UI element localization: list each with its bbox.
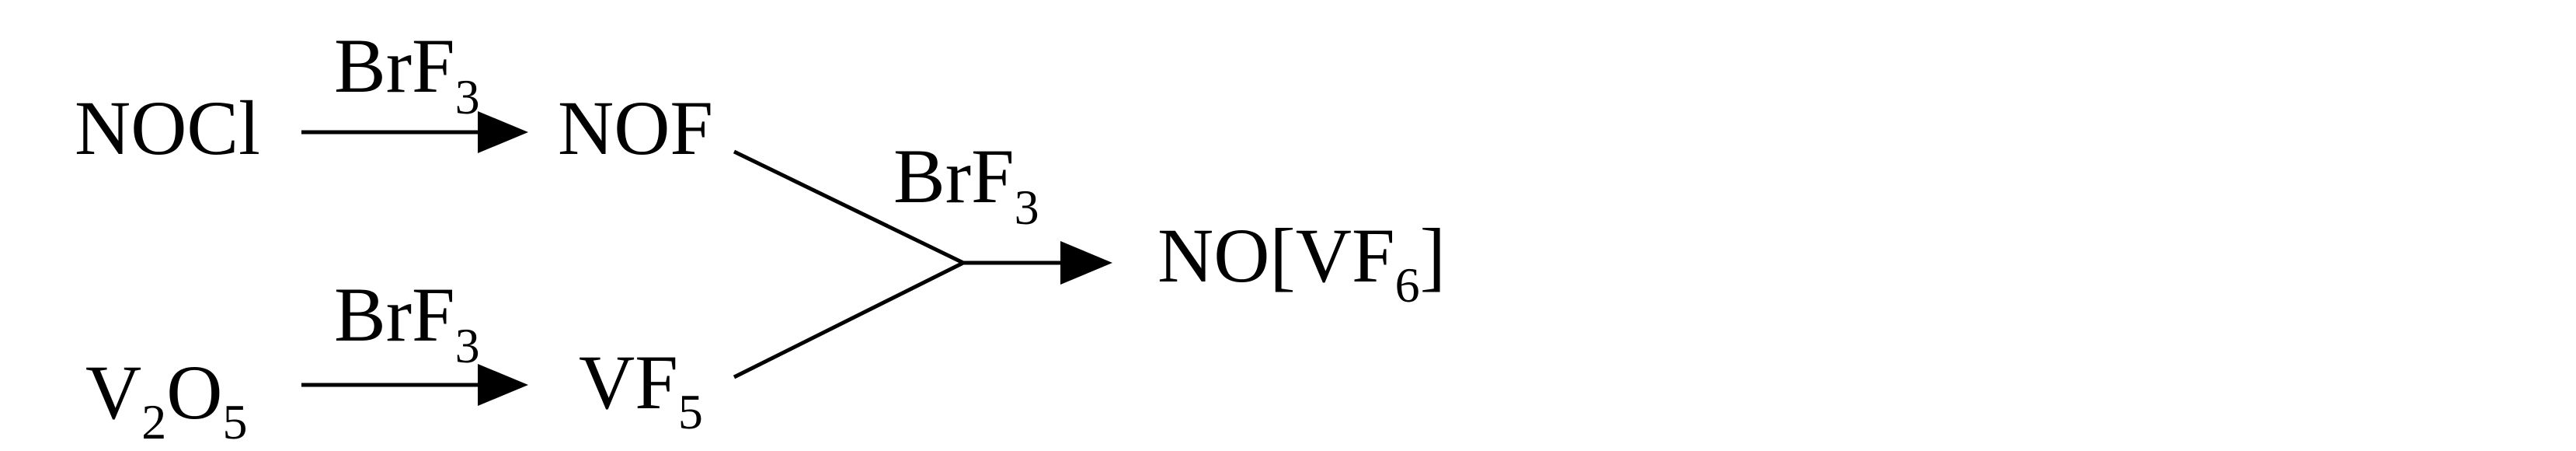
v2o5-sub-5: 5 <box>222 394 247 449</box>
compound-no-vf6: NO[VF6] <box>1157 212 1446 313</box>
reagent-merge-main: BrF <box>893 133 1015 219</box>
compound-nocl: NOCl <box>75 85 260 171</box>
compound-nof: NOF <box>558 85 713 171</box>
reagent-bottom-subscript: 3 <box>455 318 480 373</box>
product-sub-6: 6 <box>1395 257 1420 313</box>
v2o5-o: O <box>166 349 222 435</box>
converging-arrow <box>733 149 1112 379</box>
merge-line-lower <box>733 260 965 379</box>
vf5-main: VF <box>579 339 678 425</box>
reagent-top-label: BrF3 <box>334 23 480 124</box>
product-close-bracket: ] <box>1420 212 1446 299</box>
v2o5-v: V <box>85 349 141 435</box>
arrow-bottom-head <box>478 364 528 406</box>
reagent-bottom-label: BrF3 <box>334 271 480 373</box>
reagent-bottom-main: BrF <box>334 271 455 358</box>
reagent-merge-label: BrF3 <box>893 133 1039 235</box>
reaction-arrow-top <box>301 111 528 153</box>
vf5-sub-5: 5 <box>678 384 703 439</box>
reagent-top-subscript: 3 <box>455 69 480 124</box>
reaction-arrow-bottom <box>301 364 528 406</box>
compound-v2o5: V2O5 <box>85 349 247 449</box>
reagent-merge-subscript: 3 <box>1015 180 1039 235</box>
reagent-top-main: BrF <box>334 23 455 109</box>
v2o5-sub-2: 2 <box>141 394 166 449</box>
merge-line-upper <box>733 149 965 265</box>
product-main: NO[VF <box>1157 212 1395 299</box>
arrow-top-head <box>478 111 528 153</box>
merge-arrow-head <box>1060 241 1112 285</box>
compound-vf5: VF5 <box>579 339 703 439</box>
